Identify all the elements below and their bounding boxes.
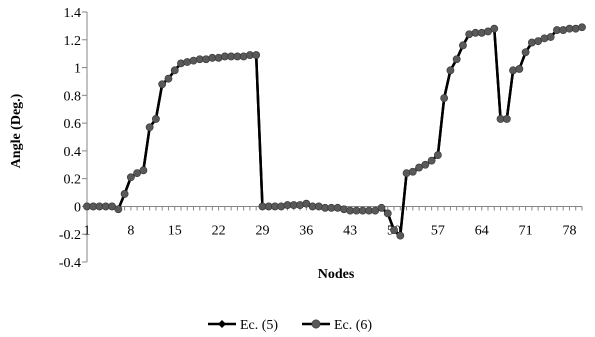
- data-point: [164, 74, 173, 83]
- series-group: [83, 23, 586, 240]
- data-point: [452, 55, 461, 64]
- y-tick-label: 0.2: [64, 173, 82, 188]
- data-point: [521, 48, 530, 57]
- data-point: [239, 52, 248, 61]
- data-point: [578, 23, 586, 32]
- x-tick-label: 64: [475, 223, 489, 238]
- y-tick-label: -0.4: [59, 256, 81, 271]
- data-point: [540, 34, 549, 43]
- y-tick-label: 1.4: [64, 6, 82, 21]
- x-tick-label: 15: [168, 223, 182, 238]
- data-point: [433, 151, 442, 159]
- data-point: [571, 24, 580, 33]
- x-tick-label: 43: [343, 223, 357, 238]
- data-point: [477, 28, 486, 37]
- data-point: [559, 26, 568, 34]
- data-point: [170, 66, 179, 75]
- data-point: [333, 203, 342, 212]
- data-point: [527, 38, 536, 47]
- series-line: [87, 26, 583, 237]
- data-point: [296, 201, 304, 209]
- x-tick-label: 36: [299, 223, 313, 238]
- y-tick-label: 0.6: [64, 117, 82, 132]
- data-point: [314, 202, 323, 211]
- y-axis-title: Angle (Deg.): [9, 93, 24, 168]
- legend-label-ec6: Ec. (6): [334, 318, 372, 333]
- data-point: [214, 53, 223, 62]
- data-point: [440, 94, 449, 103]
- data-point: [459, 41, 467, 50]
- data-point: [177, 59, 185, 68]
- data-point: [183, 58, 192, 66]
- y-tick-label: 0.8: [64, 89, 82, 104]
- data-point: [339, 205, 348, 214]
- data-point: [396, 231, 405, 240]
- x-tick-label: 22: [212, 223, 226, 238]
- x-tick-label: 57: [431, 223, 445, 238]
- data-point: [421, 160, 430, 169]
- x-tick-labels: 1815222936435057647178: [84, 223, 577, 238]
- data-point: [189, 56, 198, 65]
- data-point: [502, 115, 511, 123]
- data-point: [139, 166, 148, 175]
- data-point: [202, 55, 210, 64]
- x-axis-title: Nodes: [318, 267, 355, 282]
- data-point: [377, 203, 386, 212]
- data-point: [465, 30, 474, 39]
- legend-marker-ec6: [311, 319, 321, 329]
- legend-marker-ec5: [218, 320, 226, 328]
- data-point: [383, 209, 392, 218]
- data-point: [490, 24, 499, 33]
- data-point: [402, 169, 411, 178]
- data-point: [546, 33, 555, 41]
- data-point: [158, 80, 167, 89]
- y-tick-label: 1.2: [64, 34, 82, 49]
- y-tick-label: 0: [74, 200, 81, 215]
- data-point: [114, 205, 123, 214]
- data-point: [152, 115, 160, 123]
- y-tick-label: 1: [74, 62, 81, 77]
- data-point: [408, 167, 417, 176]
- legend-label-ec5: Ec. (5): [240, 318, 278, 333]
- x-tick-label: 8: [127, 223, 134, 238]
- data-point: [446, 66, 455, 75]
- x-tick-label: 29: [255, 223, 269, 238]
- data-point: [427, 156, 436, 165]
- series-line: [87, 26, 583, 237]
- y-tick-labels: -0.4 -0.2 0 0.2 0.4 0.6 0.8 1 1.2 1.4: [59, 6, 81, 271]
- data-point: [145, 123, 154, 132]
- data-point: [126, 173, 135, 182]
- data-point: [277, 202, 286, 211]
- x-tick-label: 71: [519, 223, 533, 238]
- y-tick-label: -0.2: [59, 228, 81, 243]
- y-tick-label: 0.4: [64, 145, 82, 160]
- x-tick-label: 1: [84, 223, 91, 238]
- legend: Ec. (5) Ec. (6): [208, 318, 372, 333]
- data-point: [509, 66, 517, 75]
- axes: [82, 11, 583, 263]
- data-point: [120, 190, 129, 198]
- series-ec6: [83, 23, 586, 240]
- data-point: [515, 65, 524, 73]
- x-tick-label: 78: [562, 223, 576, 238]
- data-point: [252, 51, 261, 59]
- data-point: [390, 226, 398, 234]
